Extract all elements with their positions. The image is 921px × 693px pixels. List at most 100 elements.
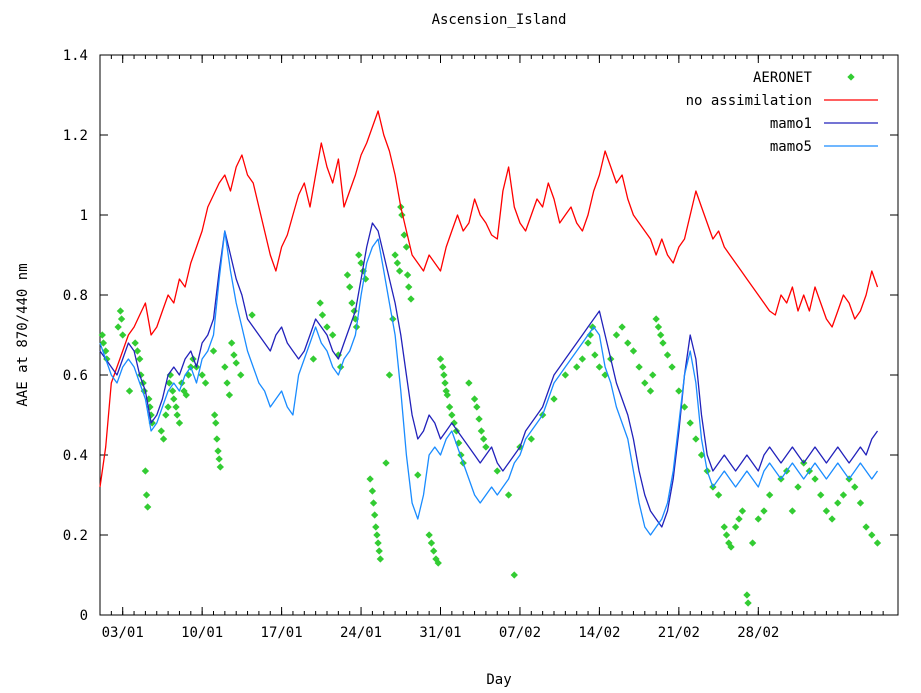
aeronet-point bbox=[573, 363, 581, 371]
aeronet-point bbox=[760, 507, 768, 515]
aeronet-point bbox=[851, 483, 859, 491]
aeronet-point bbox=[595, 363, 604, 371]
aeronet-point bbox=[578, 355, 587, 363]
y-tick-label: 1.4 bbox=[63, 48, 88, 64]
aeronet-point bbox=[470, 395, 479, 403]
aeronet-point bbox=[624, 339, 632, 347]
aeronet-point bbox=[212, 419, 220, 427]
x-tick-label: 21/02 bbox=[658, 625, 700, 641]
aeronet-point bbox=[172, 403, 180, 411]
aeronet-point bbox=[436, 355, 445, 363]
aeronet-point bbox=[735, 515, 743, 523]
aeronet-point bbox=[817, 491, 825, 499]
aeronet-point bbox=[114, 323, 122, 331]
chart-title: Ascension_Island bbox=[432, 12, 567, 28]
aeronet-point bbox=[369, 499, 378, 507]
aeronet-point bbox=[164, 403, 172, 411]
aeronet-point bbox=[357, 259, 365, 267]
aeronet-point bbox=[157, 427, 165, 435]
x-tick-label: 17/01 bbox=[261, 625, 303, 641]
aeronet-point bbox=[441, 379, 449, 387]
aeronet-point bbox=[116, 307, 125, 315]
aeronet-point bbox=[448, 411, 456, 419]
aeronet-point bbox=[403, 271, 412, 279]
aeronet-point bbox=[479, 435, 488, 443]
aeronet-point bbox=[343, 271, 352, 279]
aeronet-point bbox=[657, 331, 665, 339]
y-tick-label: 0 bbox=[80, 608, 88, 624]
aeronet-point bbox=[405, 283, 413, 291]
y-tick-label: 0.8 bbox=[63, 288, 88, 304]
aeronet-point bbox=[649, 371, 657, 379]
aeronet-point bbox=[834, 499, 842, 507]
aeronet-point bbox=[722, 531, 731, 539]
aeronet-point bbox=[119, 331, 127, 339]
aeronet-point bbox=[439, 363, 447, 371]
aeronet-point bbox=[680, 403, 689, 411]
x-tick-label: 07/02 bbox=[499, 625, 541, 641]
aeronet-point bbox=[395, 267, 404, 275]
aeronet-point bbox=[131, 339, 139, 347]
axis-ticks: 0 0.2 0.4 0.6 0.8 1 1.2 1.4 03/01 10/01 17/01 24/01… bbox=[63, 48, 898, 641]
aeronet-point bbox=[675, 387, 683, 395]
y-tick-label: 0.2 bbox=[63, 528, 88, 544]
aeronet-point bbox=[692, 435, 700, 443]
series-line-no-assimilation bbox=[99, 110, 879, 488]
aeronet-point bbox=[382, 459, 390, 467]
aeronet-point bbox=[629, 347, 638, 355]
aeronet-point bbox=[159, 435, 168, 443]
aeronet-point bbox=[493, 467, 501, 475]
aeronet-point bbox=[668, 363, 676, 371]
aeronet-point bbox=[727, 543, 735, 551]
y-tick-label: 1 bbox=[80, 208, 88, 224]
aeronet-point bbox=[376, 555, 385, 563]
aeronet-point bbox=[862, 523, 870, 531]
aeronet-point bbox=[373, 531, 381, 539]
series-line-mamo5 bbox=[99, 230, 879, 536]
aeronet-point bbox=[223, 379, 231, 387]
aeronet-point bbox=[445, 403, 454, 411]
aeronet-point bbox=[366, 475, 374, 483]
aeronet-point bbox=[173, 411, 181, 419]
aeronet-point bbox=[225, 391, 234, 399]
aeronet-point bbox=[175, 419, 184, 427]
aeronet-point bbox=[686, 419, 694, 427]
x-tick-label: 31/01 bbox=[419, 625, 461, 641]
aeronet-point bbox=[586, 331, 594, 339]
aeronet-point bbox=[230, 351, 238, 359]
aeronet-point bbox=[98, 331, 106, 339]
aeronet-point bbox=[141, 467, 150, 475]
aeronet-point bbox=[346, 283, 354, 291]
aeronet-point bbox=[828, 515, 836, 523]
aeronet-point bbox=[213, 435, 221, 443]
y-tick-label: 0.4 bbox=[63, 448, 88, 464]
aeronet-point bbox=[473, 403, 481, 411]
aeronet-point bbox=[659, 339, 667, 347]
aeronet-point bbox=[182, 391, 190, 399]
aeronet-point bbox=[591, 351, 599, 359]
aeronet-point bbox=[184, 371, 193, 379]
x-tick-label: 28/02 bbox=[737, 625, 779, 641]
aeronet-point bbox=[612, 331, 621, 339]
aeronet-point bbox=[133, 347, 142, 355]
aeronet-point bbox=[216, 463, 224, 471]
aeronet-point bbox=[714, 491, 723, 499]
aeronet-point bbox=[440, 371, 448, 379]
aeronet-point bbox=[348, 299, 356, 307]
aeronet-point bbox=[765, 491, 774, 499]
aeronet-point bbox=[482, 443, 490, 451]
y-tick-label: 1.2 bbox=[63, 128, 88, 144]
aeronet-point bbox=[504, 491, 513, 499]
aeronet-point bbox=[654, 323, 663, 331]
aeronet-point bbox=[754, 515, 762, 523]
plot-series bbox=[98, 110, 882, 607]
aeronet-point bbox=[652, 315, 660, 323]
aeronet-point bbox=[450, 419, 458, 427]
aeronet-point bbox=[430, 547, 438, 555]
aeronet-point bbox=[641, 379, 649, 387]
aeronet-point bbox=[443, 391, 451, 399]
aeronet-point bbox=[372, 523, 380, 531]
aeronet-point bbox=[170, 395, 178, 403]
x-tick-label: 03/01 bbox=[102, 625, 144, 641]
